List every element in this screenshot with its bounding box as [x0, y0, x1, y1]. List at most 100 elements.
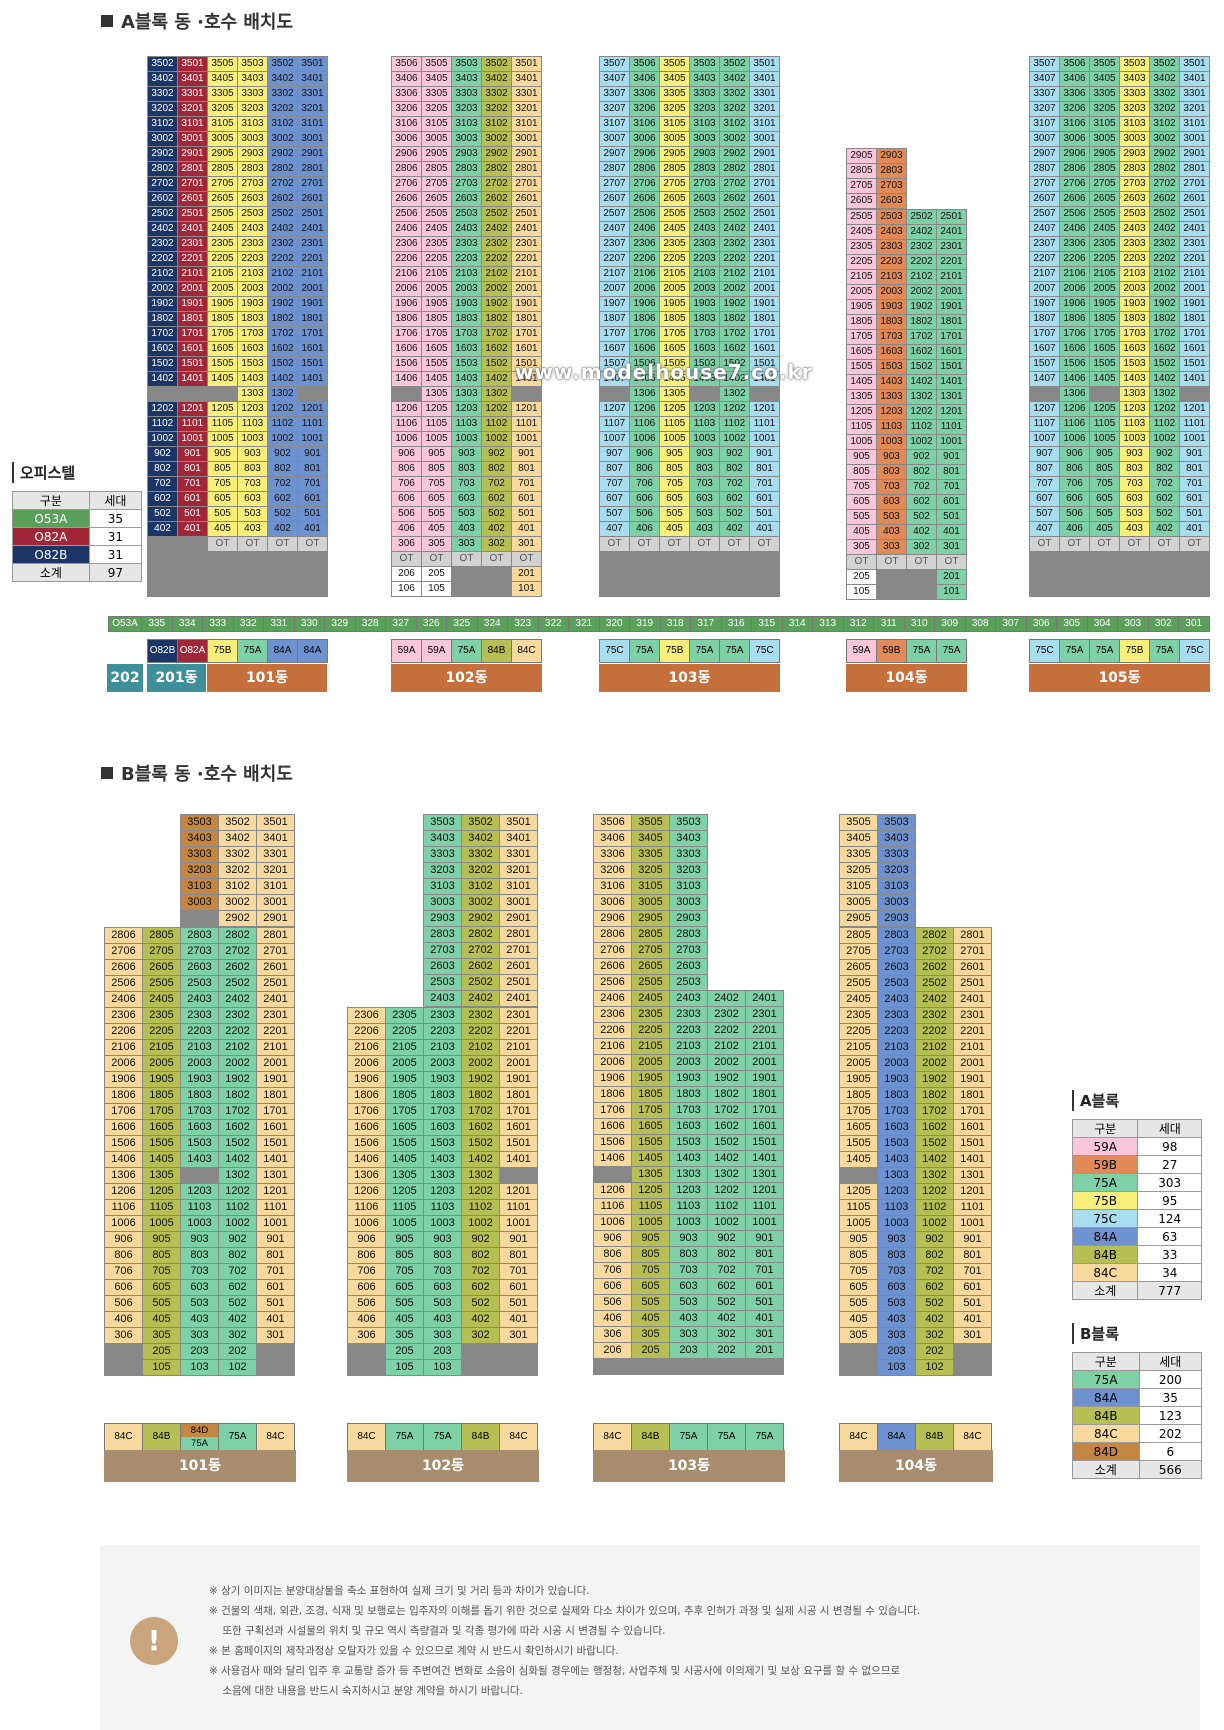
unit-cell: 2305: [660, 237, 689, 251]
open-terrace: 1205: [1090, 402, 1119, 416]
legend-count: 98: [1137, 1137, 1202, 1156]
empty-unit: [178, 387, 207, 401]
open-terrace: 2605: [1090, 192, 1119, 206]
open-terrace: 403: [452, 522, 481, 536]
unit-cell: 3207: [1030, 102, 1059, 116]
open-terrace: 703: [452, 477, 481, 491]
unit-type-row: 84C 75A 75A 84B 84C: [347, 1423, 538, 1451]
unit-cell: 906: [105, 1232, 142, 1247]
strip-unit: 320: [599, 617, 629, 631]
open-terrace: 1102: [907, 420, 936, 434]
unit-cell: 1806: [105, 1088, 142, 1103]
open-terrace: 1203: [670, 1183, 707, 1198]
building-grid: 3506 3505 3503 3406 3405 3403 3306 3305 3303 3206…: [593, 814, 708, 991]
open-terrace: 1101: [937, 420, 966, 434]
unit-cell: 602: [268, 492, 297, 506]
open-terrace: 705: [1090, 477, 1119, 491]
unit-cell: 2201: [1180, 252, 1209, 266]
unit-cell: 2501: [500, 975, 537, 990]
open-terrace: 3506: [630, 57, 659, 71]
open-terrace: 601: [746, 1279, 783, 1294]
unit-cell: 2206: [392, 252, 421, 266]
empty-unit: [750, 567, 779, 581]
unit-cell: 3302: [268, 87, 297, 101]
legend-count: 31: [88, 527, 143, 546]
unit-cell: 802: [462, 1248, 499, 1263]
unit-cell: 707: [600, 477, 629, 491]
open-terrace: 2103: [452, 267, 481, 281]
unit-cell: 802: [148, 462, 177, 476]
unit-cell: 2201: [178, 252, 207, 266]
open-terrace: 2403: [690, 222, 719, 236]
open-terrace: 2401: [937, 225, 966, 239]
open-terrace: OT: [1150, 537, 1179, 551]
unit-cell: 1203: [1120, 402, 1149, 416]
unit-cell: 1001: [512, 432, 541, 446]
unit-cell: 1205: [422, 402, 451, 416]
open-terrace: 2402: [708, 991, 745, 1006]
unit-cell: 3405: [840, 831, 877, 846]
open-terrace: 1601: [937, 345, 966, 359]
unit-cell: 1503: [877, 360, 906, 374]
unit-cell: 405: [660, 522, 689, 536]
open-terrace: 3503: [424, 815, 461, 830]
open-terrace: 302: [219, 1328, 256, 1343]
empty-unit: [877, 585, 906, 599]
unit-cell: 1605: [143, 1120, 180, 1135]
empty-unit: [1090, 552, 1119, 566]
unit-cell: 606: [594, 1279, 631, 1294]
unit-cell: 1906: [105, 1072, 142, 1087]
open-terrace: 205: [386, 1344, 423, 1359]
open-terrace: 1705: [1090, 327, 1119, 341]
open-terrace: 802: [907, 465, 936, 479]
open-terrace: 1002: [219, 1216, 256, 1231]
unit-cell: 606: [348, 1280, 385, 1295]
open-terrace: 1503: [452, 357, 481, 371]
unit-cell: 2205: [208, 252, 237, 266]
open-terrace: OT: [1060, 537, 1089, 551]
unit-cell: 1305: [847, 390, 876, 404]
open-terrace: 3102: [720, 117, 749, 131]
open-terrace: 2201: [746, 1023, 783, 1038]
open-terrace: 203: [670, 1343, 707, 1358]
empty-unit: [178, 552, 207, 566]
open-terrace: 1603: [452, 342, 481, 356]
unit-cell: 502: [462, 1296, 499, 1311]
unit-type-label: 75A: [720, 640, 749, 662]
empty-unit: [690, 387, 719, 401]
unit-cell: 601: [500, 1280, 537, 1295]
open-terrace: 2203: [452, 252, 481, 266]
unit-cell: 2305: [840, 1008, 877, 1023]
open-terrace: 2305: [1090, 237, 1119, 251]
empty-unit: [208, 582, 237, 596]
unit-cell: 202: [916, 1344, 953, 1359]
empty-unit: [178, 567, 207, 581]
empty-unit: [907, 585, 936, 599]
empty-unit: [392, 387, 421, 401]
unit-cell: 406: [594, 1311, 631, 1326]
unit-cell: 306: [392, 537, 421, 551]
strip-unit: 310: [904, 617, 934, 631]
unit-cell: 2607: [600, 192, 629, 206]
empty-unit: [208, 387, 237, 401]
unit-cell: 3407: [1030, 72, 1059, 86]
unit-cell: 507: [1030, 507, 1059, 521]
unit-cell: 2606: [594, 959, 631, 974]
strip-label: O53A: [109, 617, 141, 631]
unit-cell: 406: [105, 1312, 142, 1327]
open-terrace: 1801: [937, 315, 966, 329]
open-terrace: 1203: [452, 402, 481, 416]
unit-cell: 601: [750, 492, 779, 506]
open-terrace: 2702: [1150, 177, 1179, 191]
open-terrace: 1002: [1150, 432, 1179, 446]
open-terrace: OT: [847, 555, 876, 569]
unit-cell: 3301: [257, 847, 294, 862]
empty-unit: [1060, 567, 1089, 581]
unit-cell: 803: [238, 462, 267, 476]
unit-cell: 3001: [1180, 132, 1209, 146]
unit-cell: 1705: [143, 1104, 180, 1119]
empty-unit: [1060, 582, 1089, 596]
unit-cell: 2301: [257, 1008, 294, 1023]
unit-cell: 1605: [422, 342, 451, 356]
unit-cell: 1106: [594, 1199, 631, 1214]
